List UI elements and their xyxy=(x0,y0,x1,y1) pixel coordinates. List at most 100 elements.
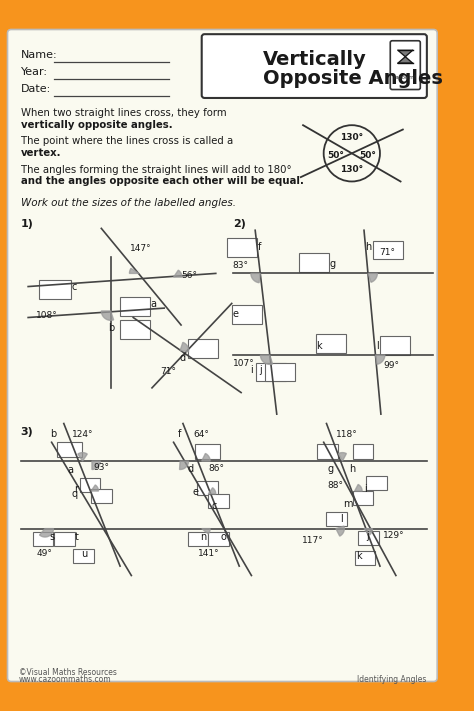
FancyBboxPatch shape xyxy=(390,41,420,90)
Polygon shape xyxy=(355,484,362,491)
FancyBboxPatch shape xyxy=(299,253,329,272)
FancyBboxPatch shape xyxy=(8,29,437,682)
FancyBboxPatch shape xyxy=(232,305,262,324)
Text: Year:: Year: xyxy=(21,67,48,77)
Text: 88°: 88° xyxy=(328,481,343,490)
FancyBboxPatch shape xyxy=(80,478,100,492)
Text: Identifying Angles: Identifying Angles xyxy=(357,675,427,684)
Polygon shape xyxy=(375,355,385,364)
Text: 124°: 124° xyxy=(72,430,93,439)
FancyBboxPatch shape xyxy=(39,280,71,299)
FancyBboxPatch shape xyxy=(208,494,229,508)
Text: razoom!: razoom! xyxy=(394,75,417,80)
Text: 3): 3) xyxy=(21,427,33,437)
Text: e: e xyxy=(193,487,199,497)
FancyBboxPatch shape xyxy=(195,444,219,459)
Text: Date:: Date: xyxy=(21,84,51,94)
FancyBboxPatch shape xyxy=(316,334,346,353)
Text: The angles forming the straight lines will add to 180°: The angles forming the straight lines wi… xyxy=(21,164,291,175)
Polygon shape xyxy=(398,57,413,63)
Text: www.cazoommaths.com: www.cazoommaths.com xyxy=(19,675,111,684)
Text: 129°: 129° xyxy=(383,531,404,540)
FancyBboxPatch shape xyxy=(208,533,229,547)
Text: b: b xyxy=(50,429,56,439)
Text: c: c xyxy=(71,282,77,292)
FancyBboxPatch shape xyxy=(202,34,427,98)
Text: l: l xyxy=(340,514,342,524)
Polygon shape xyxy=(336,526,344,536)
Text: 147°: 147° xyxy=(130,244,152,253)
Text: k: k xyxy=(356,551,362,561)
Text: c: c xyxy=(211,501,217,511)
Text: 141°: 141° xyxy=(198,549,219,558)
Text: 86°: 86° xyxy=(208,464,224,473)
Text: h: h xyxy=(349,464,355,474)
Polygon shape xyxy=(173,270,182,277)
Text: Work out the sizes of the labelled angles.: Work out the sizes of the labelled angle… xyxy=(21,198,236,208)
Text: 117°: 117° xyxy=(302,536,324,545)
Text: d: d xyxy=(180,353,186,363)
FancyBboxPatch shape xyxy=(228,237,257,257)
Text: m: m xyxy=(343,498,353,508)
Text: 64°: 64° xyxy=(194,430,210,439)
Polygon shape xyxy=(129,268,139,274)
Text: When two straight lines cross, they form: When two straight lines cross, they form xyxy=(21,108,226,118)
FancyBboxPatch shape xyxy=(358,531,379,545)
Text: 1): 1) xyxy=(21,219,34,229)
FancyBboxPatch shape xyxy=(197,481,218,495)
Text: 130°: 130° xyxy=(340,165,364,174)
FancyBboxPatch shape xyxy=(353,444,374,459)
Text: g: g xyxy=(328,464,334,474)
FancyBboxPatch shape xyxy=(120,321,150,339)
Text: 130°: 130° xyxy=(340,133,364,141)
Polygon shape xyxy=(202,454,210,461)
Text: 50°: 50° xyxy=(328,151,344,160)
FancyBboxPatch shape xyxy=(366,476,386,490)
Text: and the angles opposite each other will be equal.: and the angles opposite each other will … xyxy=(21,176,303,186)
Polygon shape xyxy=(260,355,273,365)
Text: Name:: Name: xyxy=(21,50,57,60)
Polygon shape xyxy=(180,343,189,352)
FancyBboxPatch shape xyxy=(188,339,218,358)
Polygon shape xyxy=(78,453,87,461)
Text: e: e xyxy=(232,309,238,319)
FancyBboxPatch shape xyxy=(91,489,112,503)
FancyBboxPatch shape xyxy=(73,549,94,563)
Text: l: l xyxy=(376,341,379,351)
Text: 56°: 56° xyxy=(181,271,197,280)
Text: ©Visual Maths Resources: ©Visual Maths Resources xyxy=(19,668,117,677)
Text: s: s xyxy=(49,533,55,542)
Text: a: a xyxy=(67,465,73,475)
Text: 50°: 50° xyxy=(359,151,376,160)
FancyBboxPatch shape xyxy=(55,533,75,547)
Text: i: i xyxy=(250,365,253,375)
Text: The point where the lines cross is called a: The point where the lines cross is calle… xyxy=(21,137,236,146)
FancyBboxPatch shape xyxy=(355,551,375,565)
Polygon shape xyxy=(91,485,99,491)
FancyBboxPatch shape xyxy=(353,491,374,505)
Text: 118°: 118° xyxy=(336,430,358,439)
Text: t: t xyxy=(75,533,79,542)
FancyBboxPatch shape xyxy=(188,533,208,547)
Text: Opposite Angles: Opposite Angles xyxy=(263,69,443,88)
Text: 83°: 83° xyxy=(233,261,249,269)
Polygon shape xyxy=(39,528,54,537)
Text: Vertically: Vertically xyxy=(263,50,366,69)
Polygon shape xyxy=(202,528,210,534)
Text: u: u xyxy=(82,549,88,560)
Text: 108°: 108° xyxy=(36,311,57,320)
Polygon shape xyxy=(368,274,377,282)
FancyBboxPatch shape xyxy=(327,512,347,525)
Polygon shape xyxy=(208,488,216,494)
Text: n: n xyxy=(200,533,206,542)
Polygon shape xyxy=(92,461,100,469)
Polygon shape xyxy=(251,274,260,283)
Text: 71°: 71° xyxy=(160,367,176,376)
FancyBboxPatch shape xyxy=(33,533,54,547)
Text: 93°: 93° xyxy=(94,463,110,472)
Text: ♀: ♀ xyxy=(168,41,203,89)
Text: vertex.: vertex. xyxy=(21,148,61,158)
Text: h: h xyxy=(365,242,372,252)
FancyBboxPatch shape xyxy=(0,22,445,689)
FancyBboxPatch shape xyxy=(120,297,150,316)
